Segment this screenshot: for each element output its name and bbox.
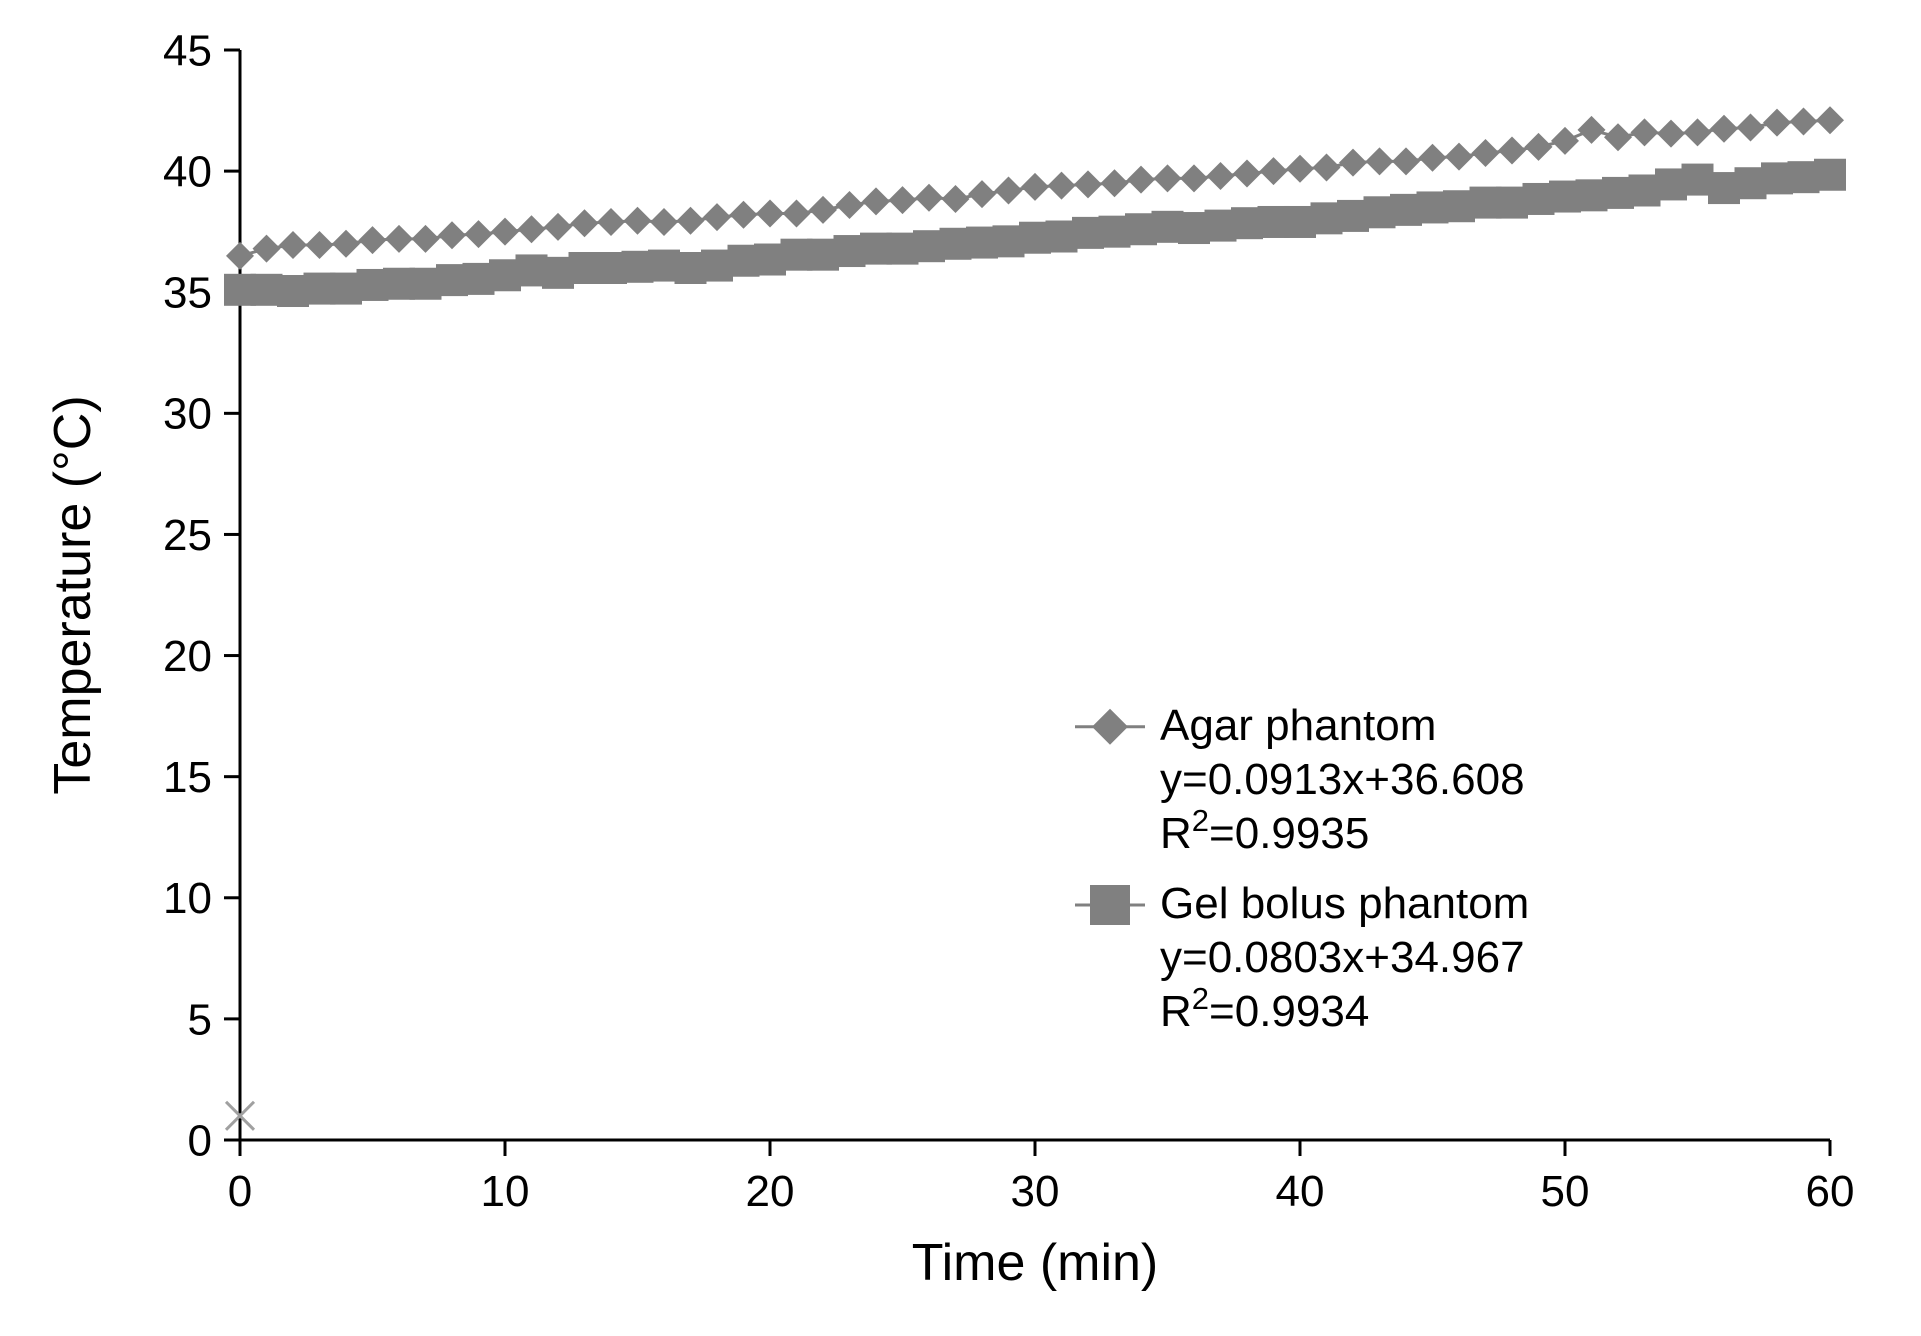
legend-text-0-2: R2=0.9935 (1160, 803, 1369, 859)
legend-text-1-2: R2=0.9934 (1160, 981, 1369, 1037)
square-marker (1814, 159, 1846, 191)
legend-text-1-0: Gel bolus phantom (1160, 879, 1529, 928)
legend-text-1-1: y=0.0803x+34.967 (1160, 933, 1525, 982)
x-tick-label: 20 (746, 1167, 795, 1216)
legend-text-0-1: y=0.0913x+36.608 (1160, 755, 1525, 804)
y-tick-label: 30 (163, 390, 212, 439)
y-tick-label: 0 (188, 1116, 212, 1165)
x-tick-label: 50 (1541, 1167, 1590, 1216)
square-marker (1090, 885, 1130, 925)
y-axis-title: Temperature (°C) (44, 395, 102, 794)
x-axis-title: Time (min) (912, 1234, 1159, 1292)
chart-svg: 0 10 20 30 40 50 60 0 5 10 15 20 25 30 35 40 45 Time (min… (0, 0, 1921, 1336)
x-tick-label: 40 (1276, 1167, 1325, 1216)
y-tick-label: 10 (163, 874, 212, 923)
y-tick-label: 35 (163, 269, 212, 318)
x-tick-label: 0 (228, 1167, 252, 1216)
y-tick-label: 40 (163, 148, 212, 197)
y-tick-label: 5 (188, 995, 212, 1044)
y-tick-label: 20 (163, 632, 212, 681)
x-tick-label: 10 (481, 1167, 530, 1216)
temperature-vs-time-chart: 0 10 20 30 40 50 60 0 5 10 15 20 25 30 35 40 45 Time (min… (0, 0, 1921, 1336)
y-tick-label: 45 (163, 26, 212, 75)
x-tick-label: 60 (1806, 1167, 1855, 1216)
y-tick-label: 15 (163, 753, 212, 802)
y-tick-label: 25 (163, 511, 212, 560)
legend-text-0-0: Agar phantom (1160, 701, 1436, 750)
x-tick-label: 30 (1011, 1167, 1060, 1216)
